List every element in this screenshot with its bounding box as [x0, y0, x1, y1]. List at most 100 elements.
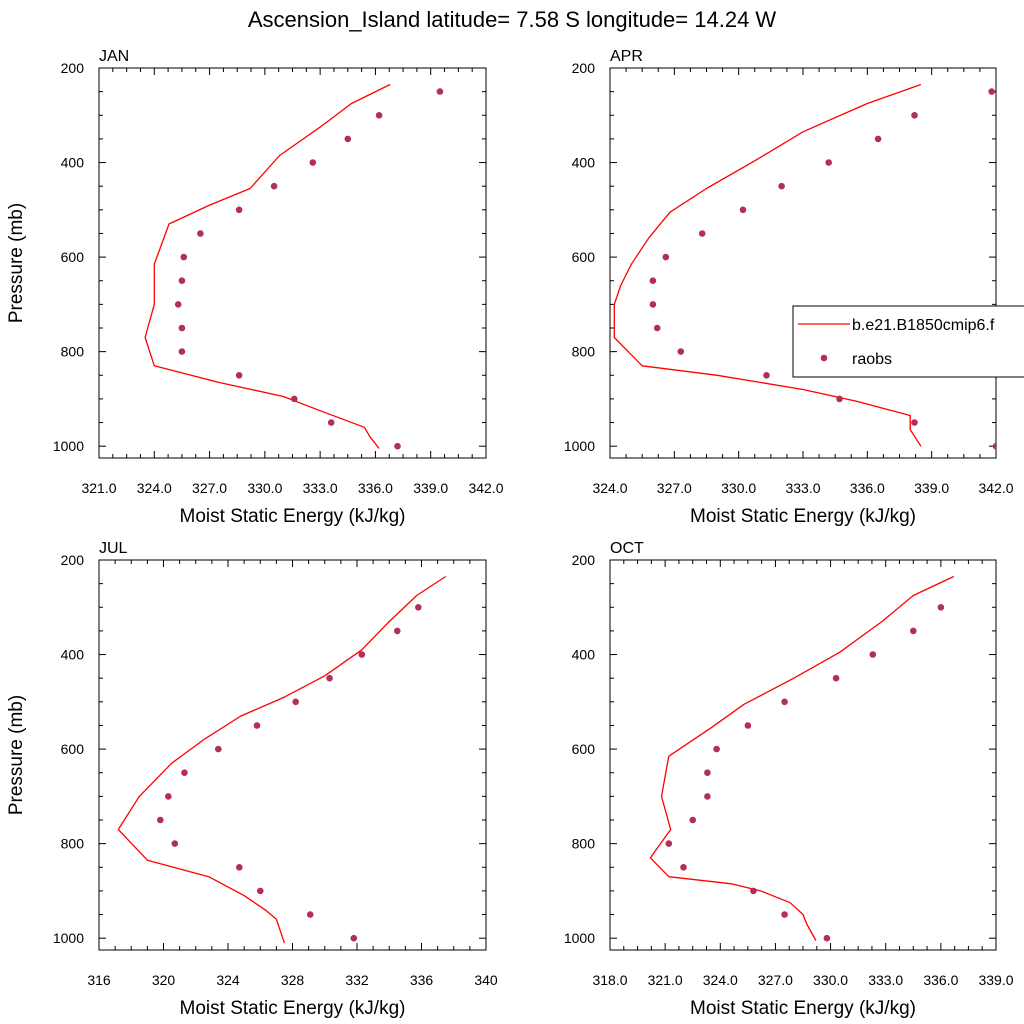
x-tick-label: 324.0 — [592, 480, 627, 496]
y-tick-label: 800 — [572, 344, 596, 360]
y-tick-label: 400 — [61, 155, 85, 171]
y-tick-label: 600 — [61, 249, 85, 265]
obs-marker — [178, 277, 186, 285]
obs-marker — [750, 887, 757, 895]
obs-marker — [781, 911, 788, 918]
x-tick-label: 336 — [410, 972, 434, 988]
obs-marker — [662, 253, 670, 261]
x-tick-label: 327.0 — [758, 972, 793, 988]
obs-marker — [171, 840, 179, 847]
x-tick-label: 328 — [281, 972, 305, 988]
y-tick-label: 200 — [572, 60, 596, 76]
x-tick-label: 333.0 — [785, 480, 820, 496]
x-tick-label: 316 — [87, 972, 111, 988]
x-axis-label: Moist Static Energy (kJ/kg) — [690, 506, 916, 527]
obs-marker — [235, 372, 243, 379]
obs-marker — [689, 816, 696, 824]
obs-marker — [197, 230, 204, 237]
legend-box — [792, 305, 1024, 378]
obs-marker — [215, 745, 222, 753]
x-tick-label: 320 — [152, 972, 176, 988]
legend-model-label: b.e21.B1850cmip6.f — [852, 317, 995, 334]
panel-title: JUL — [99, 540, 128, 557]
y-tick-label: 400 — [61, 647, 85, 663]
obs-marker — [306, 911, 314, 918]
obs-marker — [350, 934, 358, 942]
x-tick-label: 324.0 — [137, 480, 172, 496]
legend: b.e21.B1850cmip6.f raobs — [792, 305, 1024, 378]
obs-marker — [869, 651, 877, 658]
obs-marker — [309, 159, 317, 166]
x-tick-label: 321.0 — [81, 480, 116, 496]
obs-marker — [327, 419, 335, 426]
model-line — [649, 575, 954, 941]
obs-marker — [911, 112, 918, 119]
x-tick-label: 342.0 — [468, 480, 503, 496]
obs-marker — [698, 230, 706, 237]
panel-title: OCT — [610, 540, 644, 557]
plot-frame — [609, 67, 997, 459]
y-tick-label: 1000 — [53, 930, 84, 946]
obs-marker — [253, 722, 261, 729]
obs-marker — [677, 348, 685, 355]
x-tick-label: 333.0 — [868, 972, 903, 988]
x-tick-label: 340 — [474, 972, 498, 988]
obs-marker — [157, 816, 164, 824]
obs-marker — [836, 395, 843, 403]
obs-marker — [704, 793, 711, 800]
obs-marker — [832, 674, 840, 682]
obs-marker — [910, 627, 917, 635]
x-axis-label: Moist Static Energy (kJ/kg) — [180, 506, 406, 527]
x-tick-label: 324.0 — [703, 972, 738, 988]
y-tick-label: 400 — [572, 647, 596, 663]
legend-obs-label: raobs — [852, 351, 892, 368]
obs-marker — [823, 934, 831, 942]
panel-apr: APR 324.0 327.0 330.0 333.0 336.0 339.0 342.0 20… — [564, 48, 1014, 527]
x-tick-label: 336.0 — [850, 480, 885, 496]
model-line — [144, 83, 391, 449]
x-tick-label: 336.0 — [358, 480, 393, 496]
y-tick-label: 600 — [572, 249, 596, 265]
obs-marker — [653, 324, 661, 332]
obs-marker — [874, 135, 882, 143]
x-tick-label: 339.0 — [978, 972, 1013, 988]
obs-marker — [178, 348, 186, 355]
obs-marker — [257, 887, 264, 895]
x-tick-label: 318.0 — [592, 972, 627, 988]
y-tick-label: 600 — [572, 741, 596, 757]
obs-marker — [358, 651, 366, 658]
obs-marker — [665, 840, 673, 847]
obs-marker — [988, 88, 995, 95]
panel-oct: OCT 318.0 321.0 324.0 327.0 330.0 333.0 336.0 33… — [564, 540, 1014, 1019]
obs-marker — [649, 277, 657, 285]
x-tick-label: 339.0 — [413, 480, 448, 496]
plot-data — [144, 83, 444, 450]
obs-marker — [235, 206, 243, 214]
obs-marker — [937, 604, 945, 611]
panel-title: JAN — [99, 48, 129, 65]
panel-jul: JUL 316 320 324 328 332 336 340 200 400 600 800 1000… — [6, 540, 498, 1019]
obs-marker — [291, 395, 298, 403]
obs-marker — [649, 301, 657, 308]
y-tick-label: 800 — [61, 344, 85, 360]
obs-marker — [680, 864, 687, 871]
x-tick-label: 324 — [216, 972, 240, 988]
x-tick-label: 330.0 — [813, 972, 848, 988]
plot-frame — [98, 559, 487, 951]
obs-marker — [375, 112, 383, 119]
plot-frame — [609, 559, 997, 951]
y-tick-label: 200 — [572, 552, 596, 568]
obs-marker — [394, 442, 401, 450]
obs-marker — [415, 604, 422, 611]
obs-marker — [713, 745, 720, 753]
obs-marker — [911, 419, 918, 426]
obs-marker — [778, 182, 785, 190]
x-axis-label: Moist Static Energy (kJ/kg) — [180, 998, 406, 1019]
x-tick-label: 327.0 — [657, 480, 692, 496]
y-tick-label: 600 — [61, 741, 85, 757]
y-tick-label: 1000 — [564, 438, 595, 454]
model-line — [117, 575, 447, 944]
panel-jan: JAN 321.0 324.0 327.0 330.0 333.0 336.0 339.0 34… — [6, 48, 504, 527]
figure-title: Ascension_Island latitude= 7.58 S longit… — [248, 7, 777, 32]
